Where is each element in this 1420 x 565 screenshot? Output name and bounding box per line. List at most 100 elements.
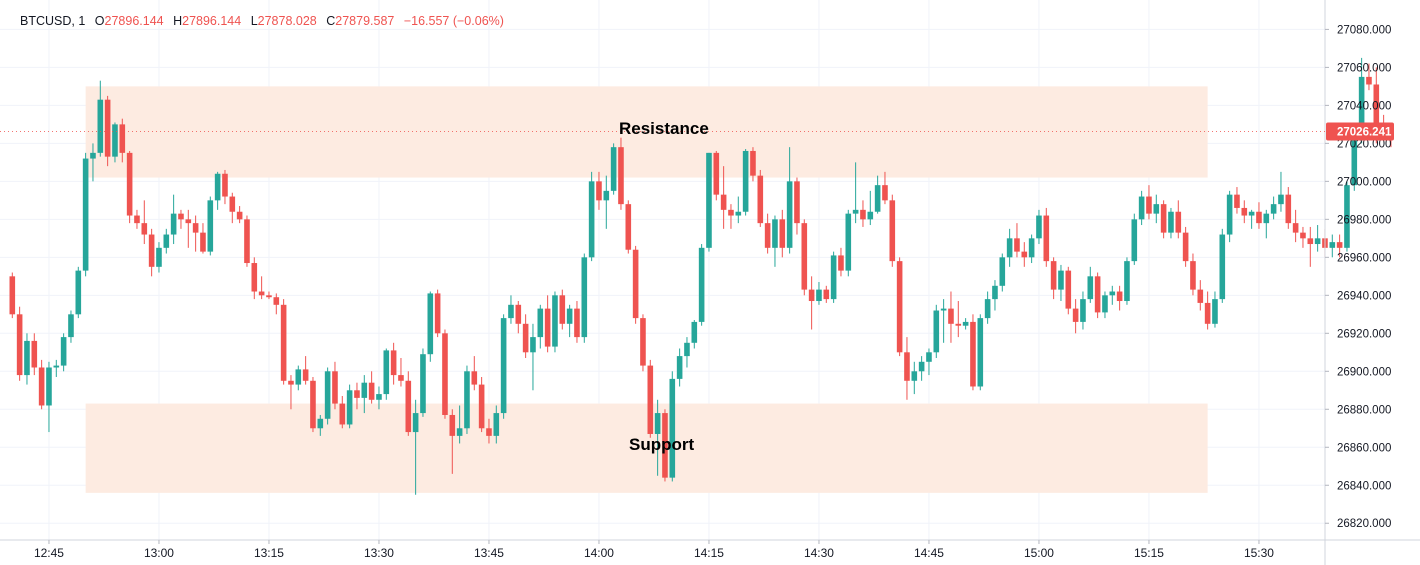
candle-body — [530, 337, 536, 353]
candle — [1116, 285, 1123, 311]
candle — [684, 337, 690, 368]
candle — [970, 314, 976, 391]
candle — [1168, 207, 1174, 239]
candle — [1109, 285, 1116, 305]
candle-body — [464, 371, 470, 429]
price-tick-label: 26900.000 — [1337, 366, 1391, 378]
candle — [383, 348, 390, 400]
candle — [251, 257, 258, 300]
candle — [90, 143, 96, 182]
time-tick-label: 15:00 — [1024, 546, 1054, 560]
candle — [478, 376, 485, 433]
candle-body — [955, 323, 962, 326]
candle-body — [97, 99, 104, 153]
candle — [390, 342, 397, 385]
price-tick-label: 26980.000 — [1337, 214, 1391, 226]
candle — [148, 228, 155, 277]
candle-body — [1153, 204, 1160, 214]
candle — [1153, 194, 1160, 224]
candle-body — [720, 194, 727, 210]
open-key: O — [94, 14, 105, 28]
candle-body — [632, 249, 639, 319]
candle — [757, 169, 764, 227]
candle — [933, 304, 940, 358]
candle-body — [1270, 204, 1277, 214]
candle-body — [354, 390, 360, 398]
candle-body — [1300, 232, 1306, 239]
candle — [185, 209, 192, 248]
candle-body — [302, 369, 309, 381]
candle-body — [962, 321, 969, 326]
candle-body — [192, 223, 199, 233]
candle-body — [82, 158, 89, 271]
candle-body — [141, 223, 148, 235]
candle — [992, 280, 998, 311]
time-tick-label: 14:30 — [804, 546, 834, 560]
candle — [750, 147, 756, 182]
candle — [838, 247, 844, 277]
candle — [904, 337, 910, 400]
candle-body — [1058, 270, 1064, 290]
candle — [9, 272, 16, 319]
candle-body — [684, 342, 690, 357]
candle — [940, 299, 947, 343]
candle-body — [251, 263, 258, 292]
candle — [1219, 228, 1226, 303]
support-label: Support — [629, 435, 695, 454]
candle-body — [200, 232, 206, 252]
time-tick-label: 13:15 — [254, 546, 284, 560]
candle-body — [38, 367, 45, 406]
candle-body — [156, 247, 162, 267]
candle — [368, 371, 375, 404]
candle — [962, 318, 969, 330]
price-tick-label: 26940.000 — [1337, 290, 1391, 302]
candle — [258, 276, 265, 300]
candle — [742, 149, 749, 216]
candle-body — [750, 150, 756, 176]
candle-body — [53, 365, 60, 368]
price-tick-label: 26880.000 — [1337, 404, 1391, 416]
open-value: 27896.144 — [104, 14, 164, 28]
candle — [163, 228, 170, 254]
candle-body — [60, 337, 67, 366]
candle-body — [266, 295, 272, 298]
candle — [713, 150, 720, 201]
candle — [24, 333, 30, 385]
candle-body — [999, 257, 1006, 286]
candle-body — [383, 350, 390, 395]
candle-body — [16, 314, 23, 376]
high-key: H — [173, 14, 183, 28]
candle-body — [882, 185, 888, 201]
candle — [999, 253, 1006, 292]
candle — [1036, 209, 1042, 245]
candle-body — [222, 173, 228, 197]
candle-body — [185, 219, 192, 224]
candle-body — [662, 413, 668, 478]
price-tick-label: 26960.000 — [1337, 252, 1391, 264]
candle — [508, 295, 514, 324]
candle-body — [984, 299, 991, 319]
candle-body — [1175, 211, 1182, 233]
candle-body — [581, 257, 588, 338]
candle-body — [398, 375, 404, 381]
candle-body — [1226, 194, 1233, 235]
candle-body — [214, 173, 221, 201]
candle — [640, 314, 646, 372]
candle-body — [1256, 211, 1262, 224]
candle — [288, 375, 294, 410]
candle — [779, 209, 786, 258]
candle-body — [860, 209, 866, 220]
candle — [486, 418, 492, 444]
candle-body — [596, 181, 602, 201]
candle-body — [1014, 238, 1020, 252]
candle — [566, 304, 573, 338]
candle-body — [1160, 204, 1167, 233]
candle-body — [1087, 276, 1094, 300]
candle-body — [735, 211, 742, 216]
candle-body — [134, 215, 140, 224]
candle — [354, 382, 360, 410]
candle-body — [1036, 215, 1042, 239]
candle-body — [1050, 261, 1057, 290]
